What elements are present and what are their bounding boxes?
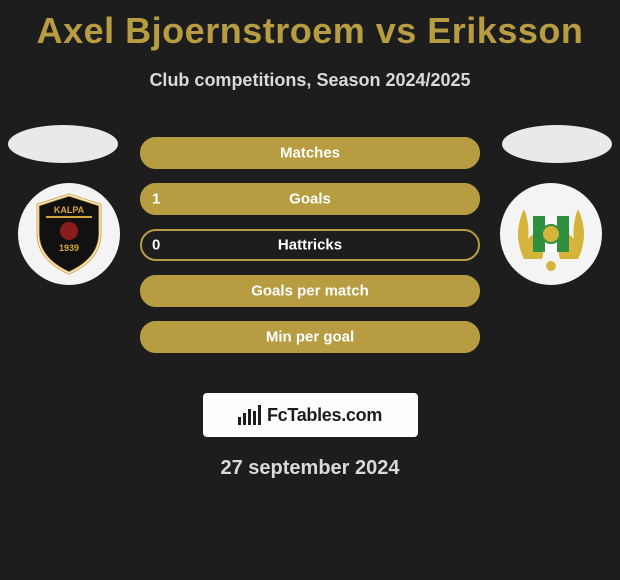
comparison-section: KALPA 1939 Matches Goals 1 Hattricks 0 Goals … [0,131,620,371]
stat-bar: Goals per match [140,275,480,307]
stat-bar: Min per goal [140,321,480,353]
svg-text:KALPA: KALPA [54,205,85,215]
bar-label: Goals per match [251,283,369,300]
stat-bar: Matches [140,137,480,169]
bar-label: Hattricks [278,237,342,254]
subtitle: Club competitions, Season 2024/2025 [0,70,620,91]
bar-left-value: 1 [152,191,160,208]
stat-bars: Matches Goals 1 Hattricks 0 Goals per match Mi… [140,137,480,353]
logo-text: FcTables.com [267,405,382,426]
page-title: Axel Bjoernstroem vs Eriksson [0,0,620,52]
bar-label: Matches [280,145,340,162]
bar-label: Min per goal [266,329,354,346]
bar-left-value: 0 [152,237,160,254]
team-badge-left: KALPA 1939 [18,183,120,285]
date-text: 27 september 2024 [0,457,620,480]
right-ellipse [502,125,612,163]
bar-label: Goals [289,191,331,208]
stat-bar: Hattricks 0 [140,229,480,261]
stat-bar: Goals 1 [140,183,480,215]
fctables-logo[interactable]: FcTables.com [203,393,418,437]
bar-chart-icon [238,405,261,425]
shield-icon: KALPA 1939 [34,193,104,275]
left-ellipse [8,125,118,163]
team-badge-right [500,183,602,285]
wreath-icon [506,189,596,279]
svg-text:1939: 1939 [59,243,79,253]
